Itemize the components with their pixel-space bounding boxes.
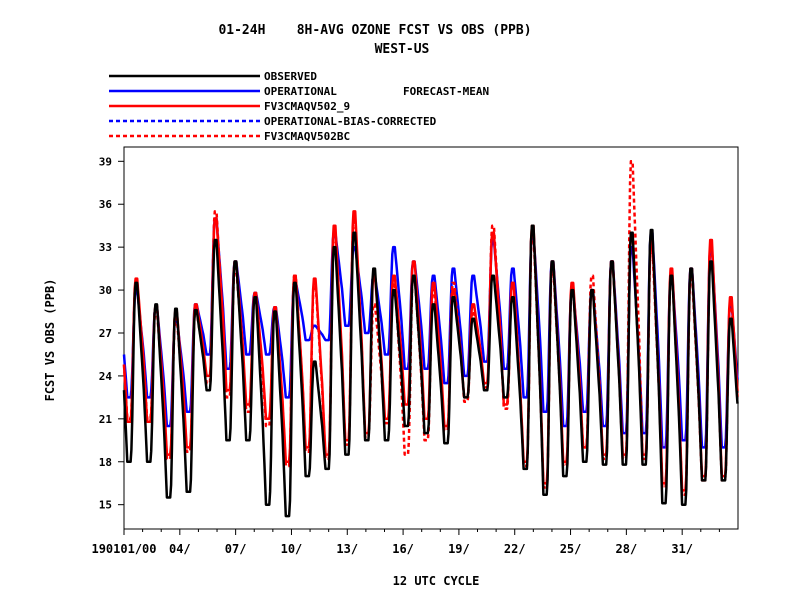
series-line [122,224,739,518]
legend-label: FV3CMAQV502BC [264,130,350,143]
y-tick-label: 18 [99,456,112,469]
y-tick-label: 39 [99,155,112,168]
x-tick-label: 19/ [448,542,470,556]
y-tick-label: 30 [99,284,112,297]
y-tick-label: 27 [99,327,112,340]
x-axis-label: 12 UTC CYCLE [393,574,480,588]
x-tick-label: 04/ [169,542,191,556]
x-tick-label: 28/ [616,542,638,556]
x-tick-label: 22/ [504,542,526,556]
legend-label: OPERATIONAL-BIAS-CORRECTED [264,115,437,128]
legend-label: OBSERVED [264,70,317,83]
y-tick-label: 33 [99,241,112,254]
x-tick-label: 13/ [336,542,358,556]
y-tick-label: 21 [99,413,113,426]
chart-title: 01-24H 8H-AVG OZONE FCST VS OBS (PPB) [218,23,531,38]
x-tick-label: 25/ [560,542,582,556]
legend: OBSERVED OPERATIONAL FV3CMAQV502_9 OPERATIO… [109,70,437,143]
legend-note: FORECAST-MEAN [403,85,489,98]
y-tick-label: 15 [99,499,112,512]
x-tick-label: 10/ [281,542,303,556]
series-layer [122,160,739,518]
x-tick-label: 31/ [671,542,693,556]
y-tick-label: 36 [99,198,113,211]
x-axis: 190101/00 04/07/10/13/16/19/22/25/28/31/ [91,529,720,556]
plot-frame [123,146,739,530]
y-tick-label: 24 [99,370,113,383]
y-axis: 15 18 21 24 27 30 33 36 39 [99,155,124,512]
x-tick-label: 07/ [225,542,247,556]
y-axis-label: FCST VS OBS (PPB) [43,279,57,402]
legend-label: OPERATIONAL [264,85,337,98]
chart-subtitle: WEST-US [375,42,430,57]
x-tick-label: 16/ [392,542,414,556]
x-tick-label: 190101/00 [91,542,156,556]
legend-label: FV3CMAQV502_9 [264,100,350,113]
